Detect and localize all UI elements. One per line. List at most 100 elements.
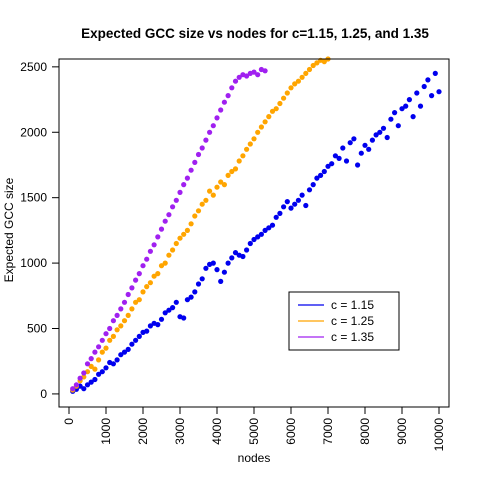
data-point	[266, 114, 272, 120]
data-point	[210, 192, 216, 198]
y-tick-label: 1500	[20, 191, 47, 205]
data-point	[255, 234, 261, 240]
data-point	[158, 263, 165, 269]
x-axis-label: nodes	[238, 451, 271, 465]
data-point	[277, 210, 283, 216]
data-point	[173, 197, 179, 203]
data-point	[192, 159, 198, 165]
data-point	[214, 184, 220, 190]
data-point	[158, 316, 165, 322]
data-point	[88, 363, 94, 369]
data-point	[362, 142, 368, 148]
data-point	[184, 297, 190, 303]
data-point	[325, 163, 331, 169]
data-point	[406, 97, 412, 103]
data-point	[177, 235, 183, 241]
x-tick-label: 7000	[321, 418, 335, 445]
data-point	[321, 168, 327, 175]
data-point	[292, 81, 298, 87]
data-point	[262, 119, 268, 125]
data-point	[266, 225, 272, 231]
data-point	[207, 129, 213, 135]
data-point	[429, 93, 435, 99]
data-point	[229, 255, 235, 261]
data-point	[195, 281, 202, 287]
data-point	[133, 337, 139, 343]
data-point	[395, 123, 401, 129]
data-point	[310, 182, 316, 188]
data-point	[214, 267, 220, 273]
y-tick-label: 2500	[20, 60, 47, 74]
data-point	[247, 141, 253, 147]
data-point	[107, 325, 113, 332]
legend-label: c = 1.35	[331, 330, 374, 344]
data-point	[88, 356, 94, 362]
data-point	[310, 62, 316, 69]
data-points	[70, 56, 442, 394]
x-tick-label: 4000	[210, 418, 224, 445]
data-point	[92, 376, 98, 383]
data-point	[251, 69, 257, 75]
data-point	[96, 344, 102, 350]
x-tick-label: 10000	[432, 418, 446, 452]
y-tick-label: 0	[40, 387, 47, 401]
data-point	[188, 167, 194, 173]
data-point	[195, 208, 202, 214]
data-point	[203, 265, 209, 271]
data-point	[351, 136, 357, 142]
data-point	[162, 310, 168, 316]
data-point	[284, 199, 290, 205]
data-point	[288, 205, 294, 211]
data-point	[218, 179, 224, 185]
data-point	[358, 150, 364, 156]
data-point	[199, 201, 205, 207]
data-point	[247, 240, 253, 247]
data-point	[425, 77, 431, 83]
x-tick-label: 3000	[173, 418, 187, 445]
data-point	[118, 306, 124, 312]
data-point	[103, 345, 109, 351]
data-point	[188, 294, 194, 300]
data-point	[70, 386, 76, 392]
data-point	[258, 124, 264, 130]
data-point	[173, 240, 179, 247]
data-point	[103, 331, 109, 337]
data-point	[221, 182, 227, 188]
data-point	[110, 333, 116, 339]
data-point	[343, 158, 350, 164]
data-point	[184, 227, 190, 233]
data-point	[81, 370, 87, 376]
data-point	[81, 386, 87, 392]
data-point	[321, 59, 327, 65]
data-point	[244, 73, 250, 79]
data-point	[144, 256, 150, 262]
legend-label: c = 1.25	[331, 314, 374, 328]
data-point	[136, 271, 142, 277]
data-point	[125, 291, 131, 298]
data-point	[273, 106, 279, 112]
data-point	[225, 260, 231, 266]
data-point	[99, 349, 105, 355]
data-point	[133, 277, 139, 283]
data-point	[210, 260, 216, 266]
data-point	[166, 252, 172, 258]
x-tick-label: 1000	[99, 418, 113, 445]
data-point	[181, 315, 187, 321]
data-point	[125, 312, 131, 318]
data-point	[125, 346, 131, 352]
data-point	[170, 204, 176, 210]
data-point	[269, 222, 276, 228]
data-point	[236, 158, 242, 164]
data-point	[262, 227, 268, 233]
data-point	[288, 85, 294, 91]
data-point	[384, 134, 390, 141]
x-tick-label: 8000	[358, 418, 372, 445]
data-point	[96, 371, 102, 377]
data-point	[203, 197, 209, 203]
data-point	[240, 253, 246, 260]
data-point	[77, 375, 83, 381]
data-point	[380, 125, 387, 131]
data-point	[388, 116, 394, 122]
data-point	[121, 349, 128, 355]
data-point	[269, 108, 276, 114]
